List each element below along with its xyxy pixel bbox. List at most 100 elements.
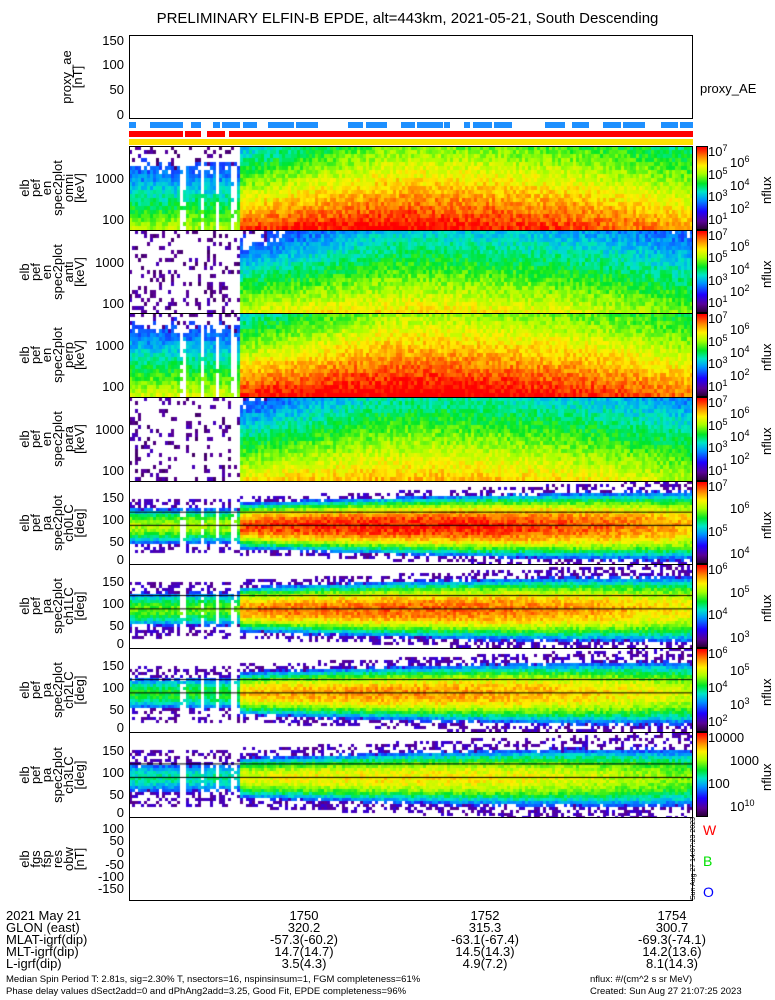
row-label: L-igrf(dip) — [6, 956, 62, 971]
cell: 3.5(4.3) — [281, 956, 327, 971]
colorbar-tick-label: 102 — [730, 199, 750, 216]
ephemeris-column-1750: 1750 320.2 -57.3(-60.2) 14.7(14.7) 3.5(4… — [244, 909, 364, 971]
science-zone-bar-segment — [473, 122, 492, 128]
science-zone-bar-segment — [680, 122, 693, 128]
colorbar-exponent: 4 — [744, 260, 750, 271]
y-axis-label: elb pef en spec2plot perp [keV] — [17, 310, 87, 400]
science-zone-bar-segment — [400, 122, 415, 128]
colorbar-exponent: 2 — [722, 713, 728, 723]
y-tick-label: 150 — [102, 489, 124, 505]
science-zone-bar-segment — [660, 122, 679, 128]
data-coverage-bar-segment — [229, 131, 693, 137]
colorbar-tick-label: 105 — [708, 249, 728, 266]
footer-line: Phase delay values dSect2add=0 and dPhAn… — [6, 986, 407, 997]
y-axis-label: elb fgs fsp res obw [nT] — [17, 814, 87, 904]
colorbar — [696, 564, 708, 648]
y-tick-label: 50 — [109, 617, 124, 633]
colorbar-tick-label: 103 — [708, 355, 728, 372]
science-zone-bar-segment — [623, 122, 645, 128]
row-label: MLT-igrf(dip) — [6, 944, 79, 959]
colorbar-exponent: 2 — [744, 199, 750, 210]
colorbar-exponent: 6 — [744, 154, 750, 165]
spectrogram-anti — [129, 230, 693, 313]
spectrogram-frame — [129, 397, 693, 482]
colorbar-tick-label: 106 — [730, 154, 750, 171]
cell: 315.3 — [468, 920, 502, 935]
y-tick-label: 50 — [109, 786, 124, 802]
y-axis-label: elb pef en spec2plot anti [keV] — [17, 227, 87, 317]
colorbar — [696, 230, 708, 313]
colorbar-exponent: 5 — [722, 522, 728, 533]
proxy-ae-legend: proxy_AE — [700, 81, 757, 97]
y-tick-label: -150 — [97, 880, 124, 896]
colorbar-tick-label: 104 — [730, 260, 750, 277]
science-zone-bar-segment — [417, 122, 443, 128]
y-tick-label: 0 — [116, 719, 124, 735]
colorbar-label: nflux — [759, 594, 774, 622]
colorbar-label: nflux — [759, 260, 774, 288]
y-tick-label: -100 — [97, 868, 124, 884]
colorbar-exponent: 7 — [722, 143, 728, 153]
colorbar-exponent: 1 — [722, 378, 728, 388]
colorbar-exponent: 4 — [744, 177, 750, 187]
colorbar-exponent: 5 — [744, 662, 750, 672]
science-zone-bar-segment — [572, 122, 590, 128]
colorbar-exponent: 4 — [744, 428, 750, 438]
cell: -69.3(-74.1) — [638, 932, 706, 947]
science-zone-bar-segment — [365, 122, 387, 128]
footer-line: Median Spin Period T: 2.81s, sig=2.30% T… — [6, 974, 421, 985]
spectrogram-frame — [129, 313, 693, 398]
cell: -63.1(-67.4) — [451, 932, 519, 947]
colorbar-exponent: 5 — [722, 249, 728, 260]
y-axis-label: elb pef en spec2plot para [keV] — [17, 394, 87, 484]
colorbar — [696, 648, 708, 732]
y-tick-label: 100 — [102, 764, 124, 780]
science-zone-bar-segment — [347, 122, 363, 128]
y-tick-label: 100 — [102, 379, 124, 395]
colorbar-tick-label: 101 — [708, 378, 728, 394]
colorbar-tick-label: 10000 — [708, 730, 745, 745]
y-tick-label: 100 — [102, 212, 124, 228]
science-zone-bar-segment — [268, 122, 295, 128]
y-axis-label: elb pef pa spec2plot ch3LC [deg] — [17, 730, 87, 820]
colorbar-tick-label: 102 — [708, 713, 728, 729]
cell: 320.2 — [287, 920, 321, 935]
colorbar-tick-label: 105 — [730, 583, 750, 600]
y-tick-label: 150 — [102, 32, 124, 48]
colorbar-exponent: 6 — [744, 238, 750, 249]
science-zone-bar-segment — [463, 122, 471, 128]
colorbar-tick-label: 104 — [708, 679, 728, 695]
colorbar-tick-label: 104 — [708, 606, 728, 623]
colorbar-exponent: 3 — [744, 696, 750, 706]
colorbar-exponent: 4 — [744, 344, 750, 354]
colorbar-exponent: 3 — [722, 271, 728, 282]
colorbar-tick-label: 1010 — [730, 798, 755, 814]
colorbar-exponent: 6 — [744, 405, 750, 416]
colorbar-tick-label: 103 — [708, 271, 728, 288]
y-tick-label: 50 — [109, 533, 124, 549]
colorbar — [696, 732, 708, 817]
colorbar-exponent: 5 — [722, 332, 728, 343]
y-tick-label: 0 — [116, 844, 124, 860]
cell: -57.3(-60.2) — [270, 932, 338, 947]
ephemeris-column-1754: 1754 300.7 -69.3(-74.1) 14.2(13.6) 8.1(1… — [612, 909, 732, 970]
colorbar-tick-label: 104 — [730, 545, 750, 561]
y-tick-label: 100 — [102, 595, 124, 611]
colorbar-tick-label: 106 — [708, 645, 728, 661]
y-tick-label: 100 — [102, 463, 124, 479]
colorbar — [696, 146, 708, 230]
data-coverage-bar-segment — [184, 131, 202, 137]
cell: 4.9(7.2) — [462, 956, 508, 971]
y-axis-label: elb pef pa spec2plot ch2LC [deg] — [17, 645, 87, 735]
colorbar-tick-label: 107 — [708, 394, 728, 410]
colorbar-label: nflux — [759, 427, 774, 455]
attitude-bar-segment — [129, 139, 693, 145]
spectrogram-ch0LC — [129, 481, 693, 564]
plot-title: PRELIMINARY ELFIN-B EPDE, alt=443km, 202… — [156, 10, 659, 27]
y-tick-label: 50 — [109, 81, 124, 97]
colorbar-tick-label: 101 — [708, 294, 728, 310]
colorbar-exponent: 6 — [722, 645, 728, 655]
colorbar-tick-label: 102 — [730, 450, 750, 467]
spectrogram-para — [129, 397, 693, 481]
colorbar-tick-label: 107 — [708, 143, 728, 159]
